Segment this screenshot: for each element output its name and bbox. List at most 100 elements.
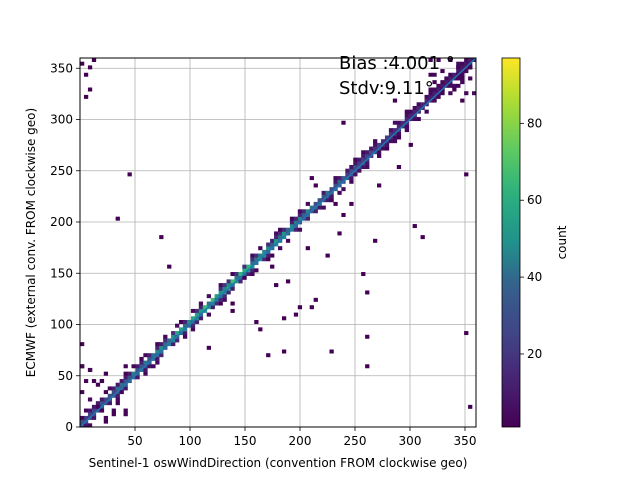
heatmap-cell: [258, 253, 263, 258]
heatmap-cell: [464, 61, 469, 66]
heatmap-cell: [404, 109, 409, 114]
heatmap-cell: [143, 367, 148, 372]
heatmap-cell: [159, 353, 164, 358]
heatmap-cell: [345, 168, 350, 173]
heatmap-cell: [95, 404, 101, 409]
heatmap-cell: [460, 72, 465, 77]
heatmap-cell: [380, 139, 386, 144]
heatmap-cell: [246, 272, 251, 277]
x-tick-label: 200: [289, 434, 312, 448]
heatmap-cell: [182, 319, 188, 324]
heatmap-cell: [91, 404, 97, 409]
heatmap-cell: [289, 216, 295, 221]
heatmap-cell: [337, 176, 342, 181]
heatmap-cell: [408, 142, 413, 147]
heatmap-cell: [206, 301, 211, 306]
heatmap-cell: [238, 279, 243, 284]
y-tick-label: 50: [58, 369, 73, 383]
heatmap-cell: [436, 58, 441, 62]
heatmap-cell: [214, 301, 219, 306]
heatmap-cell: [297, 209, 303, 214]
heatmap-cell: [388, 128, 394, 133]
heatmap-cell: [230, 272, 235, 277]
heatmap-cell: [345, 172, 350, 177]
heatmap-cell: [456, 65, 461, 70]
heatmap-cell: [87, 423, 93, 428]
heatmap-cell: [87, 412, 93, 417]
heatmap-cell: [428, 91, 433, 96]
heatmap-cell: [194, 312, 200, 317]
heatmap-cell: [325, 190, 330, 195]
heatmap-cell: [432, 72, 437, 77]
heatmap-cell: [357, 157, 362, 162]
heatmap-cell: [127, 172, 132, 177]
heatmap-cell: [99, 379, 105, 384]
heatmap-cell: [416, 102, 421, 107]
heatmap-cell: [384, 146, 390, 151]
heatmap-cell: [361, 153, 366, 158]
heatmap-cell: [321, 205, 326, 210]
heatmap-cell: [155, 360, 160, 365]
heatmap-cell: [373, 142, 378, 147]
heatmap-cell: [95, 401, 101, 406]
heatmap-cell: [313, 297, 318, 302]
heatmap-cell: [218, 290, 223, 295]
heatmap-cell: [281, 227, 287, 232]
heatmap-cell: [250, 272, 255, 277]
heatmap-cell: [171, 331, 176, 336]
heatmap-cell: [456, 61, 461, 66]
heatmap-cell: [301, 209, 307, 214]
colorbar-label: count: [555, 225, 569, 259]
heatmap-cell: [179, 319, 184, 324]
heatmap-cell: [448, 58, 453, 62]
heatmap-cell: [400, 120, 406, 125]
heatmap-cell: [297, 227, 303, 232]
heatmap-cell: [416, 105, 421, 110]
heatmap-cell: [198, 308, 204, 313]
heatmap-cell: [468, 58, 473, 62]
heatmap-cell: [99, 408, 105, 413]
colorbar-tick-label: 40: [527, 270, 542, 284]
y-tick-label: 300: [50, 113, 73, 127]
heatmap-cell: [206, 294, 211, 299]
heatmap-cell: [91, 415, 97, 420]
heatmap-cell: [452, 83, 457, 88]
heatmap-cell: [266, 253, 271, 258]
heatmap-cell: [278, 231, 283, 236]
heatmap-cell: [424, 98, 429, 103]
heatmap-cell: [171, 334, 176, 339]
heatmap-cell: [293, 312, 299, 317]
heatmap-cell: [384, 135, 390, 140]
y-axis: 0 50 100 150 200 250 300 350: [50, 61, 80, 434]
heatmap-cell: [456, 69, 461, 74]
heatmap-cell: [198, 316, 204, 321]
heatmap-cell: [408, 113, 413, 118]
heatmap-cell: [107, 386, 112, 391]
heatmap-cell: [143, 353, 148, 358]
heatmap-cell: [163, 342, 168, 347]
heatmap-cell: [361, 157, 366, 162]
heatmap-cell: [293, 220, 299, 225]
heatmap-cell: [380, 146, 386, 151]
heatmap-cell: [412, 109, 417, 114]
heatmap-cell: [448, 83, 453, 88]
heatmap-cell: [230, 301, 235, 306]
heatmap-cell: [297, 212, 303, 217]
heatmap-cell: [234, 272, 239, 277]
heatmap-cell: [230, 308, 235, 313]
heatmap-cell: [254, 319, 259, 324]
heatmap-cell: [392, 128, 398, 133]
heatmap-cell: [151, 353, 156, 358]
heatmap-cell: [428, 94, 433, 99]
heatmap-cell: [123, 371, 128, 376]
heatmap-cell: [186, 319, 192, 324]
heatmap-cell: [155, 356, 160, 361]
heatmap-cell: [139, 364, 144, 369]
x-tick-label: 50: [127, 434, 142, 448]
heatmap-cell: [428, 87, 433, 92]
heatmap-cell: [333, 201, 338, 206]
heatmap-cell: [460, 80, 465, 85]
heatmap-cell: [456, 76, 461, 81]
colorbar-tick-label: 60: [527, 193, 542, 207]
heatmap-cell: [155, 345, 160, 350]
